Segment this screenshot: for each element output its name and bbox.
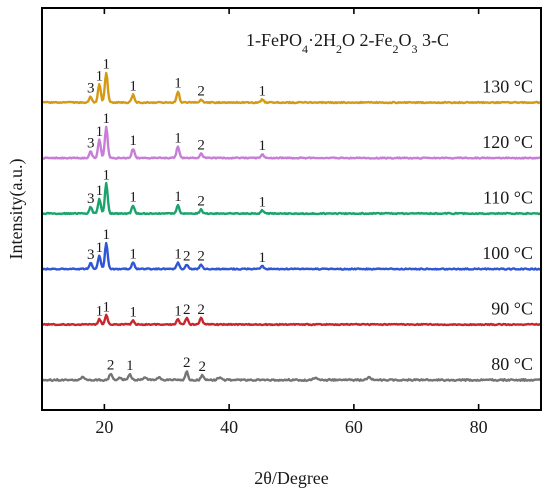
peak-label-0-2: 1 xyxy=(102,57,110,73)
peak-label-0-3: 1 xyxy=(129,79,137,95)
series-line-4 xyxy=(42,313,541,327)
series-line-2 xyxy=(41,181,542,216)
peak-label-1-2: 1 xyxy=(102,111,110,127)
peak-label-3-0: 3 xyxy=(87,247,95,263)
peak-label-4-4: 2 xyxy=(183,302,191,318)
series-label-0: 130 °C xyxy=(482,77,533,97)
peak-label-4-1: 1 xyxy=(102,299,110,315)
peak-label-3-2: 1 xyxy=(102,227,110,243)
peak-label-3-5: 2 xyxy=(183,248,191,264)
peak-label-4-0: 1 xyxy=(96,303,104,319)
peak-label-5-2: 2 xyxy=(183,355,191,371)
peak-label-1-1: 1 xyxy=(96,124,104,140)
peak-label-2-6: 1 xyxy=(258,194,266,210)
peak-label-0-0: 3 xyxy=(87,81,95,97)
chart-title: 1-FePO4·2H2O 2-Fe2O3 3-C xyxy=(246,30,449,56)
x-tick-label-0: 20 xyxy=(95,417,113,437)
peak-label-4-3: 1 xyxy=(174,303,182,319)
series-line-1 xyxy=(41,125,541,160)
peak-label-3-3: 1 xyxy=(129,247,137,263)
x-tick-label-1: 40 xyxy=(220,417,238,437)
peak-label-3-6: 2 xyxy=(197,248,205,264)
peak-label-1-0: 3 xyxy=(87,136,95,152)
peak-label-0-6: 1 xyxy=(258,83,266,99)
peak-label-5-1: 1 xyxy=(126,358,134,374)
y-axis-label: Intensity(a.u.) xyxy=(6,159,27,260)
peak-label-2-1: 1 xyxy=(96,183,104,199)
x-tick-label-3: 80 xyxy=(470,417,488,437)
peak-label-4-5: 2 xyxy=(197,302,205,318)
peak-label-2-5: 2 xyxy=(197,194,205,210)
peak-label-4-2: 1 xyxy=(129,305,137,321)
series-label-3: 100 °C xyxy=(482,243,533,263)
peak-label-5-3: 2 xyxy=(199,359,207,375)
x-tick-label-2: 60 xyxy=(345,417,363,437)
peak-label-0-1: 1 xyxy=(96,68,104,84)
peak-label-2-2: 1 xyxy=(102,168,110,184)
series-line-0 xyxy=(41,71,541,105)
series-label-5: 80 °C xyxy=(491,354,533,374)
peak-label-3-1: 1 xyxy=(96,240,104,256)
peak-label-3-4: 1 xyxy=(174,247,182,263)
peak-label-2-3: 1 xyxy=(129,190,137,206)
x-axis-label: 2θ/Degree xyxy=(254,468,329,488)
series-label-2: 110 °C xyxy=(483,188,533,208)
series-label-1: 120 °C xyxy=(482,132,533,152)
peak-label-3-7: 1 xyxy=(258,250,266,266)
peak-label-5-0: 2 xyxy=(107,358,115,374)
peak-label-2-0: 3 xyxy=(87,191,95,207)
peak-label-1-4: 1 xyxy=(174,130,182,146)
series-line-5 xyxy=(42,370,542,382)
plot-frame xyxy=(41,7,542,411)
series-line-3 xyxy=(41,241,541,271)
peak-label-1-3: 1 xyxy=(129,133,137,149)
peak-label-0-5: 2 xyxy=(197,83,205,99)
peak-label-2-4: 1 xyxy=(174,189,182,205)
series-label-4: 90 °C xyxy=(491,299,533,319)
peak-label-1-6: 1 xyxy=(258,138,266,154)
peak-label-0-4: 1 xyxy=(174,76,182,92)
peak-label-1-5: 2 xyxy=(197,137,205,153)
